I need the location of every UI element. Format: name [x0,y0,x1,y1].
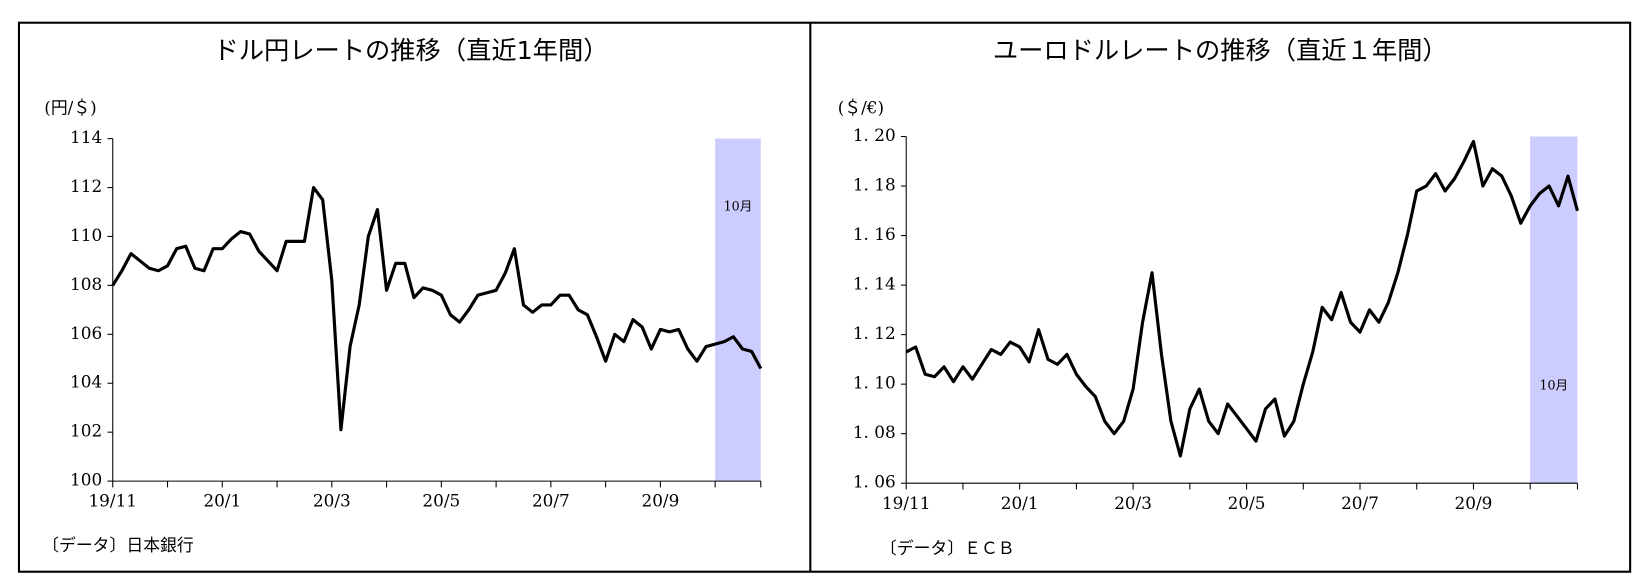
y-tick-label: 108 [70,274,102,294]
x-tick-label: 20/9 [641,491,679,511]
x-tick-label: 20/7 [532,491,570,511]
y-tick-label: 100 [70,470,102,490]
y-tick-label: 114 [70,127,102,147]
y-tick-label: 1. 16 [853,224,896,244]
y-tick-label: 104 [70,372,102,392]
source-note: 〔データ〕日本銀行 [42,535,194,555]
x-tick-label: 20/9 [1455,493,1493,513]
y-tick-label: 1. 10 [853,373,896,393]
highlight-band [715,138,761,482]
y-tick-label: 1. 12 [853,323,896,343]
x-tick-label: 19/11 [88,491,137,511]
y-tick-label: 110 [70,225,102,245]
y-tick-label: 102 [70,421,102,441]
x-tick-label: 19/11 [882,493,931,513]
source-note: 〔データ〕ＥＣＢ [880,538,1015,558]
y-tick-label: 1. 18 [853,175,896,195]
y-axis-label: (円/＄) [44,98,97,118]
y-axis-label: (＄/€) [838,98,884,118]
y-tick-label: 112 [70,176,102,196]
frame [17,21,1632,573]
x-tick-label: 20/5 [1228,493,1266,513]
y-tick-label: 106 [70,323,102,343]
x-tick-label: 20/1 [203,491,241,511]
x-tick-label: 20/7 [1341,493,1379,513]
annotation: 10月 [1539,378,1568,393]
series-line [111,185,763,432]
y-tick-label: 1. 08 [853,422,896,442]
x-tick-label: 20/3 [1114,493,1152,513]
y-tick-label: 1. 20 [853,125,896,145]
x-tick-label: 20/1 [1001,493,1039,513]
x-tick-label: 20/5 [422,491,460,511]
chart-title: ユーロドルレートの推移（直近１年間） [993,36,1448,65]
y-tick-label: 1. 06 [853,472,896,492]
y-tick-label: 1. 14 [853,274,896,294]
chart-title: ドル円レートの推移（直近1年間） [213,36,608,65]
x-tick-label: 20/3 [313,491,351,511]
series-line [905,139,1579,458]
annotation: 10月 [724,199,753,214]
